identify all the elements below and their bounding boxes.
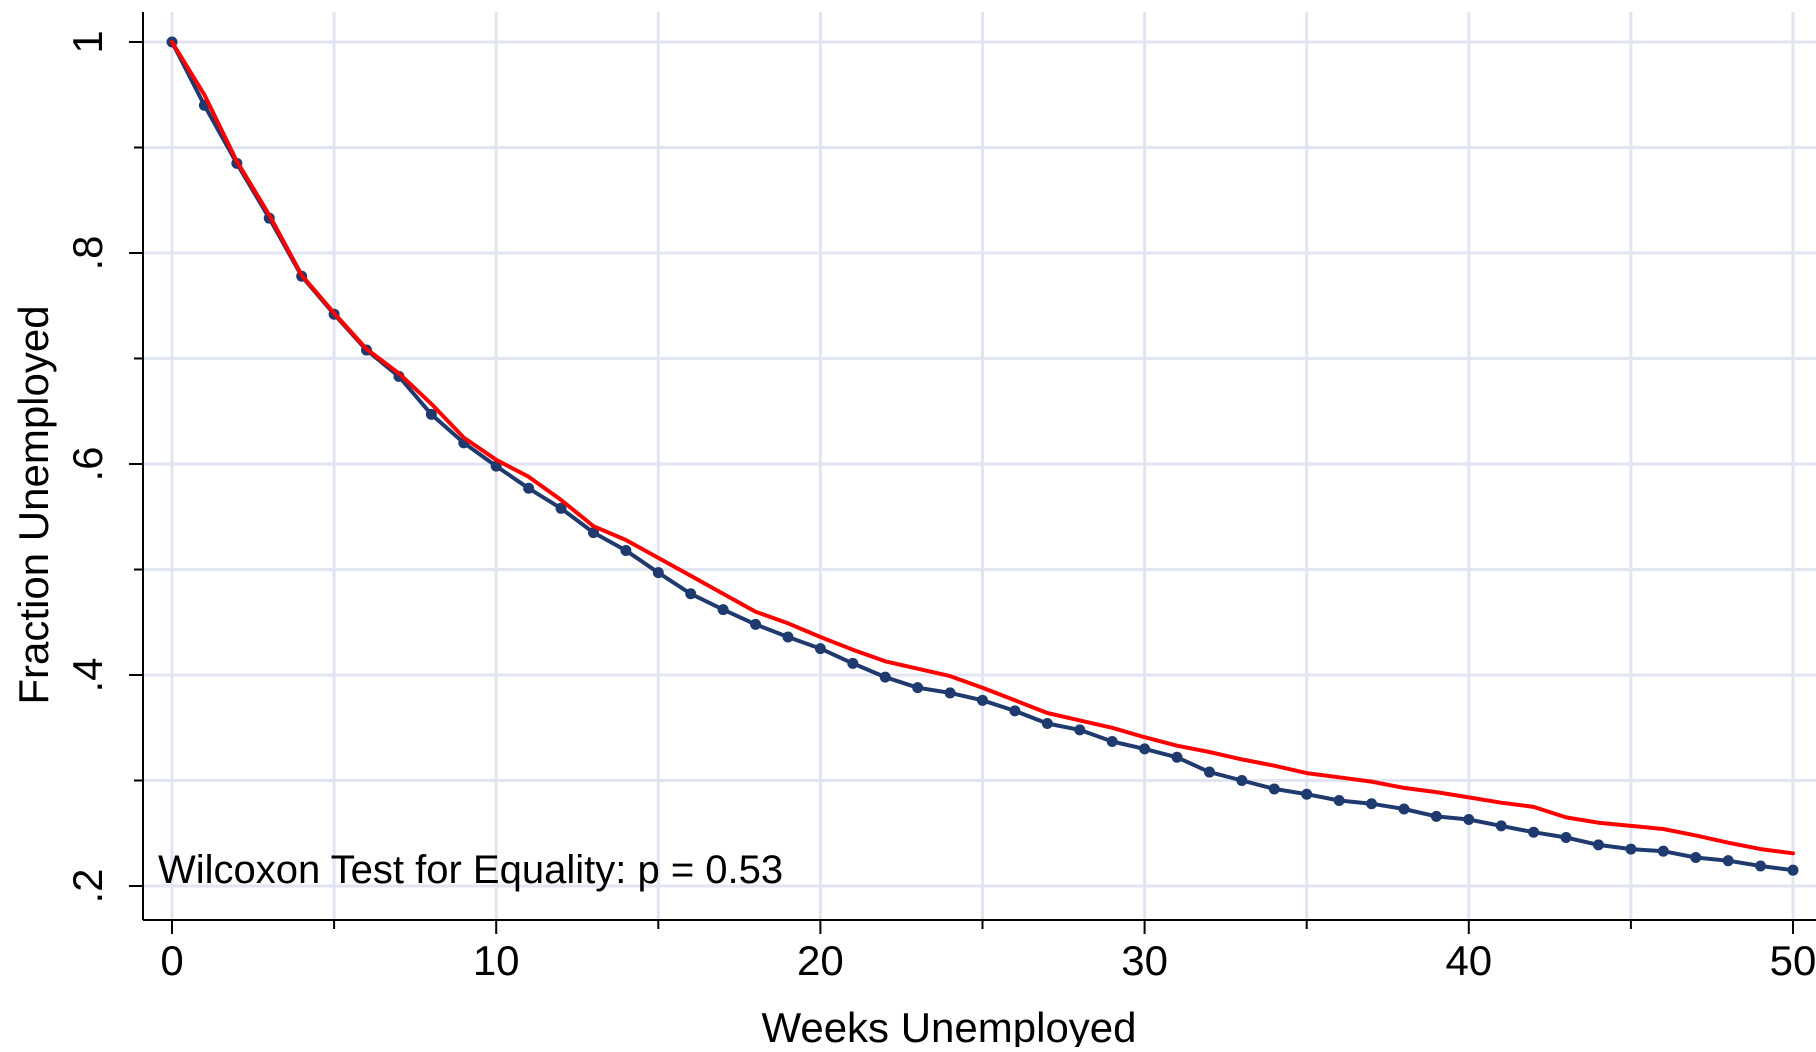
series-0-point-30 <box>1139 743 1151 755</box>
series-0-point-37 <box>1366 798 1378 810</box>
series-0-point-32 <box>1203 766 1215 778</box>
series-0-point-47 <box>1690 852 1702 864</box>
series-0-point-39 <box>1430 810 1442 822</box>
series-0-point-45 <box>1625 843 1637 855</box>
x-tick-label-40: 40 <box>1445 937 1492 984</box>
x-tick-label-30: 30 <box>1121 937 1168 984</box>
series-0-point-20 <box>814 643 826 655</box>
y-tick-label-0-2: .2 <box>64 868 111 903</box>
series-0-point-31 <box>1171 751 1183 763</box>
series-0-point-26 <box>1009 705 1021 717</box>
series-0-point-14 <box>620 545 632 557</box>
series-0-point-49 <box>1755 860 1767 872</box>
series-0-point-12 <box>555 502 567 514</box>
series-0-point-17 <box>717 604 729 616</box>
series-0-point-41 <box>1495 820 1507 832</box>
series-0-point-44 <box>1592 839 1604 851</box>
y-tick-label-0-4: .4 <box>64 657 111 692</box>
series-0-point-42 <box>1528 826 1540 838</box>
series-0-point-13 <box>587 527 599 539</box>
axis-layer <box>129 12 1816 934</box>
y-tick-label-0-8: .8 <box>64 235 111 270</box>
x-axis-title: Weeks Unemployed <box>761 1004 1136 1047</box>
series-0-point-43 <box>1560 831 1572 843</box>
series-0-point-29 <box>1106 735 1118 747</box>
series-0-point-34 <box>1268 783 1280 795</box>
series-0-point-35 <box>1301 788 1313 800</box>
series-0-point-27 <box>1041 718 1053 730</box>
series-0-point-23 <box>912 682 924 694</box>
series-0-point-24 <box>944 687 956 699</box>
grid-layer <box>143 12 1816 920</box>
label-layer: Weeks Unemployed Fraction Unemployed Wil… <box>10 30 1816 1051</box>
series-0-point-18 <box>750 618 762 630</box>
x-tick-label-50: 50 <box>1770 937 1816 984</box>
series-0-point-36 <box>1333 795 1345 807</box>
series-layer <box>166 36 1799 876</box>
series-0-point-40 <box>1463 814 1475 826</box>
series-0-point-25 <box>977 694 988 706</box>
series-0-point-50 <box>1787 864 1799 876</box>
series-0-point-15 <box>652 567 664 579</box>
series-0-point-38 <box>1398 803 1410 815</box>
series-0-point-48 <box>1722 855 1734 867</box>
series-0-point-19 <box>782 631 794 643</box>
x-tick-label-10: 10 <box>473 937 520 984</box>
x-tick-label-0: 0 <box>160 937 183 984</box>
series-0-point-46 <box>1657 845 1669 857</box>
series-0-point-16 <box>685 588 697 600</box>
series-0-point-11 <box>523 482 535 494</box>
y-tick-label-0-6: .6 <box>64 446 111 481</box>
series-1-line <box>170 40 1795 856</box>
series-0-point-8 <box>425 408 437 420</box>
x-tick-label-20: 20 <box>797 937 844 984</box>
series-0-point-28 <box>1074 724 1086 736</box>
y-axis-title: Fraction Unemployed <box>10 305 57 704</box>
series-0-point-22 <box>879 671 891 683</box>
series-0-point-33 <box>1236 775 1248 786</box>
wilcoxon-annotation: Wilcoxon Test for Equality: p = 0.53 <box>158 848 783 892</box>
series-0-point-21 <box>847 657 859 669</box>
y-tick-label-1: 1 <box>64 30 111 53</box>
